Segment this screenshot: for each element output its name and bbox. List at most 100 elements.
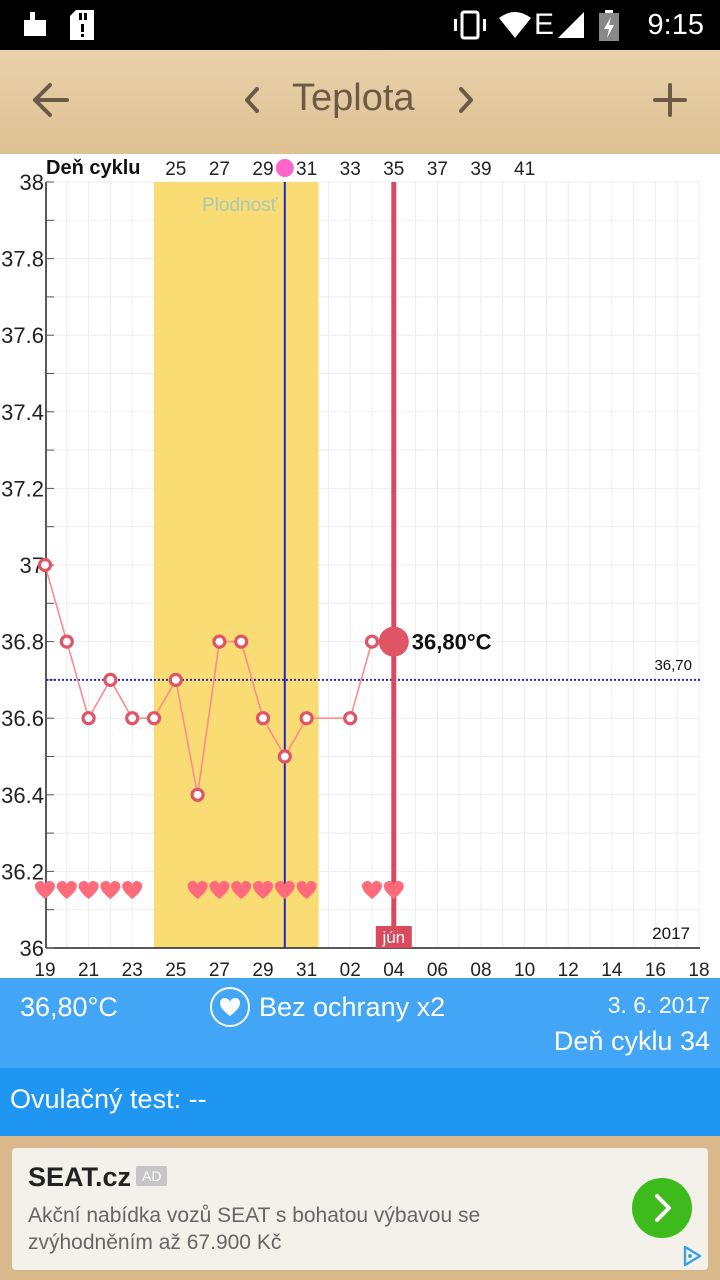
fertile-window-label: Plodnosť <box>202 195 279 216</box>
ad-banner-area: SEAT.cz AD Akční nabídka vozů SEAT s boh… <box>0 1136 720 1280</box>
temperature-point <box>103 672 118 688</box>
x-tick-label: 25 <box>165 960 186 978</box>
cycle-day-tick-label: 29 <box>252 159 273 180</box>
intercourse-heart-icon <box>296 881 317 899</box>
x-tick-label: 21 <box>78 960 99 978</box>
selected-temperature-point <box>378 626 409 657</box>
x-tick-label: 29 <box>252 960 273 978</box>
intercourse-heart-icon <box>362 881 382 899</box>
x-tick-label: 19 <box>34 960 55 978</box>
temperature-point <box>168 672 183 688</box>
y-tick-label: 36.6 <box>1 706 44 731</box>
x-tick-label: 23 <box>122 960 143 978</box>
y-tick-label: 37.2 <box>1 476 44 501</box>
intercourse-heart-icon <box>56 881 77 899</box>
back-arrow-icon[interactable] <box>30 82 70 118</box>
intercourse-heart-icon <box>100 881 121 899</box>
cycle-day-tick-label: 37 <box>427 159 448 180</box>
ovulation-test-row[interactable]: Ovulačný test: -- <box>0 1068 720 1136</box>
intercourse-heart-icon <box>122 881 143 899</box>
app-bar: Teplota <box>0 50 720 154</box>
cycle-day-tick-label: 33 <box>340 159 361 180</box>
heart-icon <box>210 987 250 1027</box>
sd-card-icon <box>70 10 94 40</box>
wifi-icon <box>499 12 531 38</box>
vibrate-icon <box>454 10 486 40</box>
y-tick-label: 37.6 <box>1 323 44 348</box>
x-tick-label: 31 <box>296 960 317 978</box>
temperature-point <box>59 634 74 649</box>
selected-date: 3. 6. 2017 <box>607 992 710 1018</box>
y-tick-label: 36.8 <box>1 630 44 655</box>
notification-icon <box>24 12 46 36</box>
temperature-point <box>277 749 292 764</box>
y-tick-label: 36.2 <box>1 859 44 884</box>
temperature-point <box>299 711 314 726</box>
ad-text: Akční nabídka vozů SEAT s bohatou výbavo… <box>28 1204 481 1254</box>
temperature-chart[interactable]: Plodnosť 38 37.8 37.6 37.4 37.2 37 36.8 36.6 36.4… <box>0 154 720 981</box>
intercourse-status: Bez ochrany x2 <box>259 992 446 1022</box>
intercourse-heart-icon <box>78 881 99 899</box>
y-tick-label: 36 <box>20 936 44 961</box>
temperature-series-line <box>44 564 394 795</box>
x-tick-label: 04 <box>383 960 405 978</box>
month-label: jún <box>381 928 405 947</box>
next-chart-chevron-icon[interactable] <box>456 86 476 114</box>
x-tick-label: 14 <box>601 960 623 978</box>
temperature-point <box>343 711 358 726</box>
temperature-point <box>212 634 227 649</box>
network-type: E <box>534 8 555 41</box>
cycle-day-axis-label: Deň cyklu <box>46 157 140 179</box>
x-tick-label: 06 <box>427 960 448 978</box>
coverline-label: 36,70 <box>654 657 692 674</box>
ovulation-marker <box>275 159 294 177</box>
x-tick-label: 08 <box>470 960 491 978</box>
intercourse-heart-icon <box>231 881 252 899</box>
x-tick-label: 02 <box>340 960 361 978</box>
ovulation-test-label: Ovulačný test: -- <box>10 1084 207 1114</box>
intercourse-heart-icon <box>187 881 208 899</box>
cycle-day-tick-label: 35 <box>383 159 404 180</box>
cycle-day-tick-label: 25 <box>165 159 186 180</box>
temperature-point <box>234 634 249 649</box>
intercourse-heart-icon <box>274 881 295 899</box>
intercourse-heart-icon <box>253 881 273 899</box>
page-title: Teplota <box>292 77 415 119</box>
fertile-window <box>154 182 319 948</box>
battery-charging-icon <box>599 10 619 41</box>
y-tick-label: 38 <box>20 170 44 195</box>
x-tick-label: 12 <box>558 960 579 978</box>
month-badge <box>375 926 412 948</box>
cycle-day-tick-label: 39 <box>470 159 491 180</box>
temperature-point <box>190 787 205 802</box>
year-label: 2017 <box>652 924 690 943</box>
cycle-day: Deň cyklu 34 <box>553 1026 710 1056</box>
x-tick-label: 27 <box>209 960 230 978</box>
adchoices-icon[interactable] <box>680 1244 704 1268</box>
y-tick-label: 37.8 <box>1 247 44 272</box>
cycle-day-tick-label: 41 <box>514 159 535 180</box>
x-tick-label: 18 <box>688 960 709 978</box>
prev-chart-chevron-icon[interactable] <box>242 86 262 114</box>
y-tick-label: 37.4 <box>1 400 44 425</box>
ad-go-button[interactable] <box>632 1178 692 1238</box>
x-tick-label: 10 <box>514 960 535 978</box>
temperature-point <box>81 711 96 726</box>
temperature-point <box>364 634 380 649</box>
clock: 9:15 <box>647 9 704 41</box>
x-tick-label: 16 <box>645 960 666 978</box>
y-tick-label: 36.4 <box>1 783 44 808</box>
intercourse-heart-icon <box>383 881 404 899</box>
add-plus-icon[interactable] <box>652 82 688 118</box>
cycle-day-tick-label: 27 <box>209 159 230 180</box>
temperature-point <box>125 711 140 726</box>
ad-brand: SEAT.cz <box>28 1162 132 1192</box>
cycle-day-tick-label: 31 <box>296 159 317 180</box>
signal-icon <box>558 12 584 38</box>
ad-banner[interactable]: SEAT.cz AD Akční nabídka vozů SEAT s boh… <box>12 1148 708 1270</box>
temperature-point <box>146 711 162 726</box>
status-bar: E 9:15 <box>0 0 720 50</box>
selected-temperature: 36,80°C <box>20 992 118 1022</box>
temperature-chart-svg[interactable]: Plodnosť 38 37.8 37.6 37.4 37.2 37 36.8 36.6 36.4… <box>0 154 720 981</box>
selected-day-info[interactable]: 36,80°C Bez ochrany x2 3. 6. 2017 Deň cy… <box>0 978 720 1068</box>
